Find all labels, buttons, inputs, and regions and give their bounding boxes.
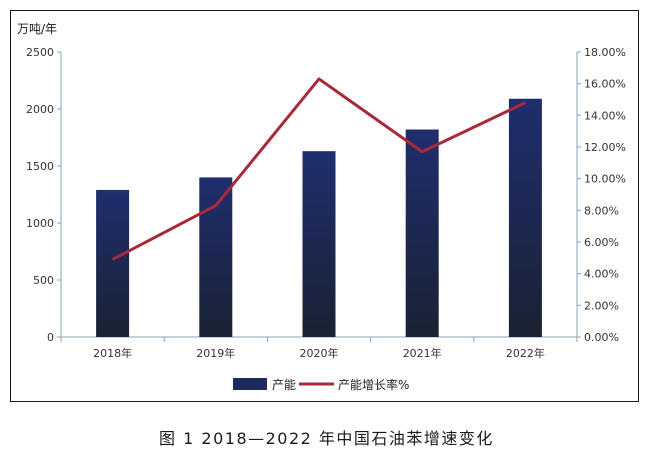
left-tick-label: 1500	[26, 160, 54, 173]
left-tick-label: 500	[33, 274, 54, 287]
left-axis-ticks: 0 500 1000 1500 2000 2500	[26, 46, 61, 344]
line-series	[111, 77, 527, 261]
right-tick-label: 2.00%	[584, 299, 619, 312]
x-tick-label: 2020年	[300, 346, 339, 360]
bar	[199, 177, 233, 337]
y-axis-unit-label: 万吨/年	[17, 22, 57, 36]
right-tick-label: 4.00%	[584, 268, 619, 281]
right-tick-label: 12.00%	[584, 141, 626, 154]
right-axis-ticks: 0.00% 2.00% 4.00% 6.00% 8.00% 10.00% 12.00% 14.…	[577, 46, 626, 344]
x-tick-label: 2019年	[196, 346, 235, 360]
right-tick-label: 16.00%	[584, 78, 626, 91]
x-tick-label: 2022年	[506, 346, 545, 360]
x-tick-label: 2018年	[93, 346, 132, 360]
right-tick-label: 6.00%	[584, 236, 619, 249]
bar	[508, 98, 542, 338]
bar	[302, 151, 336, 337]
left-tick-label: 0	[47, 331, 54, 344]
right-tick-label: 10.00%	[584, 173, 626, 186]
bar	[96, 189, 130, 337]
growth-rate-line	[111, 77, 527, 261]
x-tick-label: 2021年	[403, 346, 442, 360]
bar	[405, 129, 439, 337]
right-tick-label: 0.00%	[584, 331, 619, 344]
bar-series	[96, 98, 542, 338]
chart-frame: 万吨/年 2018年 2019年 2020年 2021年 2022年 0 500 1000 1…	[10, 10, 639, 402]
x-axis-ticks: 2018年 2019年 2020年 2021年 2022年	[93, 346, 545, 360]
legend: 产能 产能增长率%	[233, 377, 409, 392]
right-tick-label: 14.00%	[584, 109, 626, 122]
legend-label-line: 产能增长率%	[338, 377, 409, 392]
legend-swatch-bar	[233, 378, 267, 390]
left-tick-label: 2000	[26, 103, 54, 116]
figure-caption: 图 1 2018—2022 年中国石油苯增速变化	[159, 429, 494, 448]
right-tick-label: 8.00%	[584, 204, 619, 217]
left-tick-label: 1000	[26, 217, 54, 230]
left-tick-label: 2500	[26, 46, 54, 59]
combo-chart: 万吨/年 2018年 2019年 2020年 2021年 2022年 0 500 1000 1…	[17, 22, 626, 392]
right-tick-label: 18.00%	[584, 46, 626, 59]
legend-label-bar: 产能	[272, 378, 296, 392]
